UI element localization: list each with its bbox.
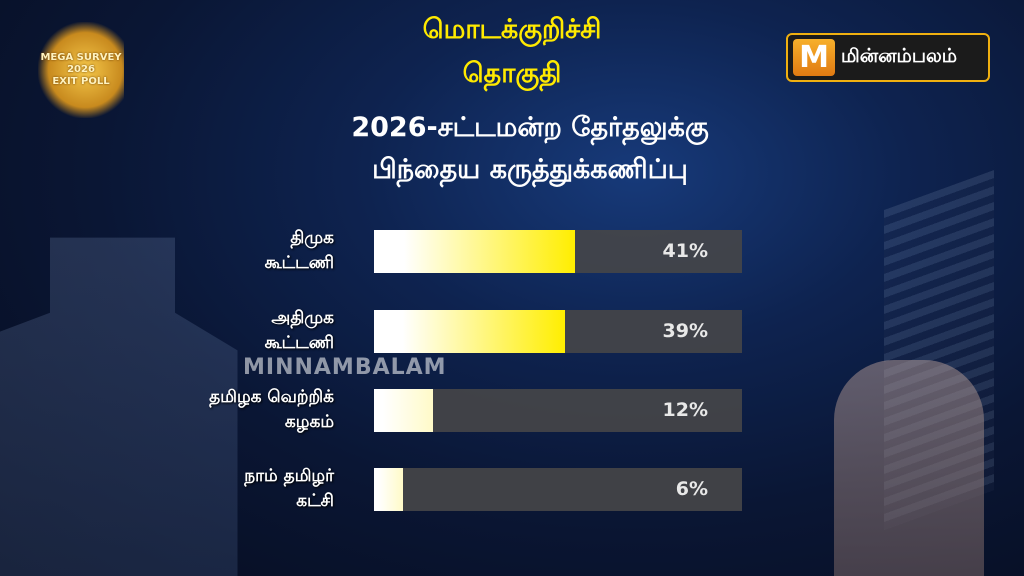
category-label-line: கூட்டணி: [264, 253, 334, 273]
constituency-label: தொகுதி: [462, 58, 562, 89]
bar-track: 12%: [374, 389, 742, 432]
bar-row: நாம் தமிழர் கட்சி 6%: [0, 466, 1024, 511]
category-label-line: நாம் தமிழர்: [244, 466, 334, 486]
category-label-line: திமுக: [290, 228, 334, 248]
background-hand: [834, 360, 984, 576]
bar-track: 39%: [374, 310, 742, 353]
category-label: நாம் தமிழர் கட்சி: [244, 464, 334, 514]
bar: [374, 310, 566, 353]
minnambalam-logo: M மின்னம்பலம்: [786, 33, 990, 82]
logo-mark: M: [793, 39, 835, 76]
bar: [374, 468, 404, 511]
mega-survey-logo: MEGA SURVEY 2026 EXIT POLL: [38, 22, 124, 118]
bar-track: 41%: [374, 230, 742, 273]
category-label-line: கட்சி: [296, 491, 334, 511]
logo-text: மின்னம்பலம்: [841, 45, 958, 67]
bar-row: தமிழக வெற்றிக் கழகம் 12%: [0, 387, 1024, 432]
value-label: 41%: [662, 240, 708, 262]
category-label-line: கழகம்: [284, 412, 334, 432]
chart-title-line2: பிந்தைய கருத்துக்கணிப்பு: [372, 154, 688, 185]
chart-title-line1: 2026-சட்டமன்ற தேர்தலுக்கு: [351, 112, 709, 143]
category-label-line: அதிமுக: [271, 308, 334, 328]
category-label: திமுக கூட்டணி: [265, 226, 334, 276]
value-label: 39%: [662, 320, 708, 342]
constituency-name: மொடக்குறிச்சி: [422, 14, 602, 45]
bar-row: திமுக கூட்டணி 41%: [0, 228, 1024, 273]
value-label: 12%: [662, 399, 708, 421]
value-label: 6%: [675, 478, 708, 500]
category-label-line: தமிழக வெற்றிக்: [209, 387, 334, 407]
bar: [374, 389, 433, 432]
watermark: MINNAMBALAM: [243, 355, 447, 380]
bar: [374, 230, 576, 273]
category-label: தமிழக வெற்றிக் கழகம்: [209, 385, 334, 435]
category-label-line: கூட்டணி: [264, 333, 334, 353]
bar-row: அதிமுக கூட்டணி 39%: [0, 308, 1024, 353]
category-label: அதிமுக கூட்டணி: [265, 306, 334, 356]
bar-track: 6%: [374, 468, 742, 511]
